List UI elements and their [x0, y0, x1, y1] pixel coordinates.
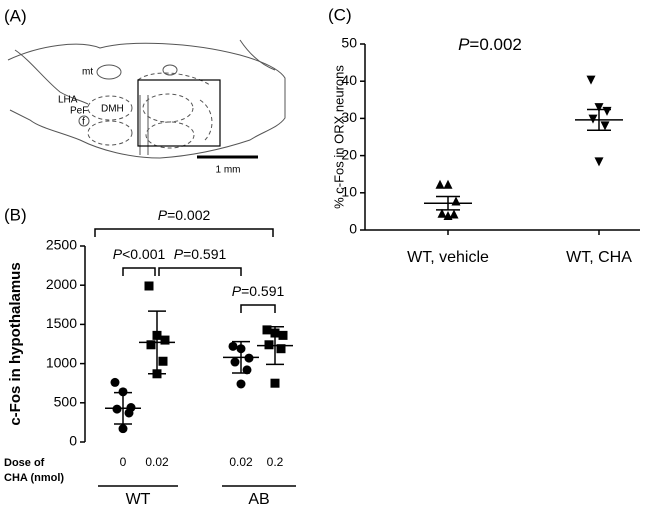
data-point — [443, 210, 453, 220]
data-point — [144, 281, 154, 291]
y-tick-label: 20 — [341, 146, 357, 162]
y-tick-label: 2500 — [46, 237, 77, 253]
y-tick-label: 0 — [69, 433, 77, 449]
data-point — [112, 404, 122, 414]
annotation: P=0.591 — [232, 283, 285, 299]
data-point — [449, 209, 459, 219]
annotation: P=0.002 — [158, 207, 211, 223]
data-point — [602, 106, 612, 116]
group-label: WT — [126, 491, 151, 508]
significance-bracket — [122, 267, 156, 276]
data-point — [230, 357, 240, 367]
significance-bracket — [158, 267, 242, 276]
annotation: P=0.591 — [174, 246, 227, 262]
region-label: DMH — [101, 104, 124, 115]
data-point — [451, 196, 461, 206]
data-point — [586, 75, 596, 85]
y-tick-label: 1500 — [46, 315, 77, 331]
data-point — [242, 365, 252, 375]
data-point — [264, 340, 274, 350]
x-tick-label: 0.02 — [145, 455, 169, 469]
y-tick-label: 500 — [54, 394, 78, 410]
y-axis-label: % c-Fos in ORX neurons — [331, 65, 346, 209]
group-label: AB — [248, 491, 269, 508]
panel-label: (C) — [328, 5, 352, 24]
data-point — [276, 344, 286, 354]
error-bar — [114, 391, 132, 425]
chart-title: P=0.002 — [458, 35, 522, 54]
annotation: P<0.001 — [113, 246, 166, 262]
data-point — [278, 330, 288, 340]
x-axis-label: CHA (nmol) — [4, 472, 64, 484]
y-tick-label: 0 — [349, 221, 357, 237]
data-point — [594, 157, 604, 167]
x-tick-label: WT, vehicle — [407, 249, 489, 266]
region-label: LHA — [58, 95, 78, 106]
y-axis-label: c-Fos in hypothalamus — [7, 262, 24, 425]
y-tick-label: 40 — [341, 72, 357, 88]
region-label: mt — [82, 67, 93, 78]
x-axis-label: Dose of — [4, 457, 45, 469]
data-point — [158, 356, 168, 366]
error-bar — [232, 340, 250, 374]
y-tick-label: 10 — [341, 184, 357, 200]
data-point — [437, 208, 447, 218]
x-tick-label: 0.02 — [229, 455, 253, 469]
region-label: PeF — [70, 106, 88, 117]
region-label: f — [82, 117, 85, 128]
data-point — [594, 103, 604, 113]
data-point — [124, 408, 134, 418]
data-point — [236, 379, 246, 389]
panel-label: (B) — [4, 205, 27, 224]
x-tick-label: 0 — [120, 455, 127, 469]
panel-label: (A) — [4, 6, 27, 25]
atlas-drawing — [7, 39, 286, 159]
y-tick-label: 1000 — [46, 354, 77, 370]
error-bar — [436, 195, 460, 211]
data-point — [435, 179, 445, 189]
y-tick-label: 30 — [341, 109, 357, 125]
error-bar — [587, 108, 611, 132]
data-point — [118, 387, 128, 397]
data-point — [160, 335, 170, 345]
significance-bracket — [94, 228, 274, 237]
data-point — [270, 378, 280, 388]
y-tick-label: 50 — [341, 35, 357, 51]
x-tick-label: WT, CHA — [566, 249, 632, 266]
data-point — [262, 325, 272, 335]
scale-bar-label: 1 mm — [216, 165, 241, 176]
data-point — [244, 353, 254, 363]
data-point — [443, 179, 453, 189]
x-tick-label: 0.2 — [267, 455, 284, 469]
data-point — [146, 340, 156, 350]
data-point — [110, 377, 120, 387]
data-point — [228, 341, 238, 351]
significance-bracket — [240, 304, 276, 313]
data-point — [118, 424, 128, 434]
y-tick-label: 2000 — [46, 276, 77, 292]
error-bar — [148, 310, 166, 375]
data-point — [600, 121, 610, 131]
error-bar — [266, 326, 284, 366]
